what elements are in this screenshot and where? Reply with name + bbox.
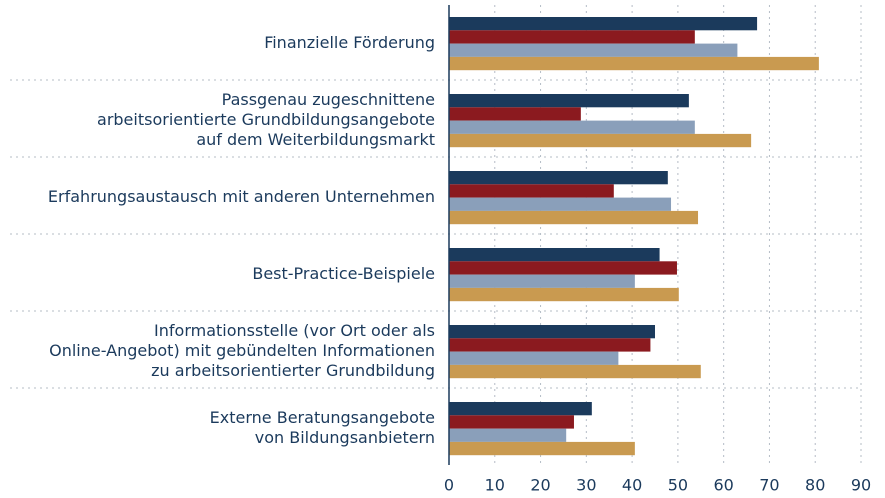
category-label: von Bildungsanbietern: [255, 428, 435, 447]
bar: [449, 325, 655, 339]
x-tick-label: 40: [622, 476, 642, 495]
x-tick-label: 20: [530, 476, 550, 495]
bar: [449, 287, 679, 302]
category-label: Online-Angebot) mit gebündelten Informat…: [49, 341, 435, 360]
bar: [449, 30, 695, 44]
bar: [449, 441, 635, 456]
category-label: arbeitsorientierte Grundbildungsangebote: [97, 110, 435, 129]
category-label: Informationsstelle (vor Ort oder als: [154, 321, 435, 340]
x-tick-label: 50: [668, 476, 688, 495]
bar: [449, 351, 619, 365]
bar: [449, 364, 701, 379]
bar: [449, 94, 689, 108]
category-label: Finanzielle Förderung: [264, 33, 435, 52]
bar: [449, 184, 614, 198]
bar: [449, 402, 592, 416]
category-label: Passgenau zugeschnittene: [222, 90, 435, 109]
x-tick-label: 70: [759, 476, 779, 495]
category-label: zu arbeitsorientierter Grundbildung: [151, 361, 435, 380]
category-label: auf dem Weiterbildungsmarkt: [196, 130, 435, 149]
x-tick-label: 80: [805, 476, 825, 495]
bar: [449, 120, 695, 134]
bar: [449, 43, 738, 57]
bar: [449, 261, 677, 275]
category-label: Externe Beratungsangebote: [210, 408, 435, 427]
bar: [449, 171, 668, 185]
x-tick-label: 90: [851, 476, 871, 495]
bar: [449, 338, 651, 352]
category-label: Erfahrungsaustausch mit anderen Unterneh…: [48, 187, 435, 206]
x-tick-label: 10: [485, 476, 505, 495]
x-tick-label: 60: [713, 476, 733, 495]
bar: [449, 133, 752, 148]
bar: [449, 248, 660, 262]
bar: [449, 197, 672, 211]
bar: [449, 107, 581, 121]
x-tick-label: 0: [444, 476, 454, 495]
bar: [449, 415, 574, 429]
bar: [449, 274, 635, 288]
category-label: Best-Practice-Beispiele: [252, 264, 435, 283]
bar: [449, 56, 819, 71]
bar: [449, 210, 699, 225]
bar: [449, 17, 758, 31]
x-tick-label: 30: [576, 476, 596, 495]
bar: [449, 428, 567, 442]
